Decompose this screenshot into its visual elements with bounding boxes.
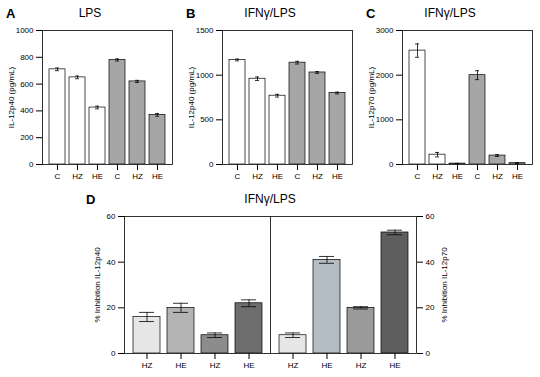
svg-text:HE: HE (175, 361, 186, 370)
svg-text:HE: HE (452, 172, 463, 181)
html-text:B: B (186, 6, 196, 21)
svg-text:60: 60 (426, 212, 435, 221)
html-text:IFNγ/LPS: IFNγ/LPS (244, 192, 296, 206)
svg-text:HZ: HZ (288, 361, 299, 370)
svg-text:C: C (415, 172, 421, 181)
svg-text:60: 60 (107, 212, 116, 221)
html-text:LPS: LPS (78, 6, 102, 20)
svg-text:IL-12p70 (pg/mL): IL-12p70 (pg/mL) (367, 66, 376, 128)
svg-text:1000: 1000 (16, 26, 34, 35)
svg-text:3000: 3000 (376, 26, 394, 35)
svg-text:HE: HE (272, 172, 283, 181)
svg-text:C: C (475, 172, 481, 181)
svg-text:HZ: HZ (210, 361, 221, 370)
html-text:D: D (86, 192, 96, 207)
html-text:IFNγ/LPS: IFNγ/LPS (244, 6, 296, 20)
svg-text:0: 0 (426, 349, 431, 358)
svg-text:C: C (115, 172, 121, 181)
svg-text:IL-12p40 (pg/mL): IL-12p40 (pg/mL) (7, 66, 16, 128)
svg-text:C: C (55, 172, 61, 181)
svg-text:HZ: HZ (252, 172, 263, 181)
svg-text:HE: HE (512, 172, 523, 181)
html-text:C: C (366, 6, 376, 21)
svg-text:20: 20 (107, 303, 116, 312)
svg-text:HZ: HZ (132, 172, 143, 181)
svg-text:800: 800 (20, 53, 34, 62)
svg-text:HZ: HZ (72, 172, 83, 181)
svg-text:40: 40 (107, 258, 116, 267)
svg-text:C: C (235, 172, 241, 181)
svg-text:0: 0 (111, 349, 116, 358)
svg-text:1500: 1500 (196, 26, 214, 35)
svg-text:HZ: HZ (492, 172, 503, 181)
svg-text:% Inhibition IL-12p40: % Inhibition IL-12p40 (93, 247, 102, 323)
svg-text:HE: HE (332, 172, 343, 181)
svg-text:HE: HE (92, 172, 103, 181)
svg-text:HZ: HZ (312, 172, 323, 181)
html-text:A: A (6, 6, 16, 21)
svg-text:1000: 1000 (376, 115, 394, 124)
svg-text:HE: HE (321, 361, 332, 370)
svg-text:HE: HE (389, 361, 400, 370)
svg-text:% Inhibition IL-12p70: % Inhibition IL-12p70 (440, 247, 449, 323)
html-text:IFNγ/LPS: IFNγ/LPS (424, 6, 476, 20)
svg-text:1000: 1000 (196, 71, 214, 80)
svg-text:600: 600 (20, 80, 34, 89)
svg-text:HE: HE (152, 172, 163, 181)
svg-text:40: 40 (426, 258, 435, 267)
svg-text:200: 200 (20, 133, 34, 142)
svg-text:HE: HE (243, 361, 254, 370)
svg-text:HZ: HZ (432, 172, 443, 181)
svg-text:2000: 2000 (376, 71, 394, 80)
svg-text:0: 0 (209, 160, 214, 169)
svg-text:HZ: HZ (142, 361, 153, 370)
svg-text:C: C (295, 172, 301, 181)
svg-text:20: 20 (426, 303, 435, 312)
svg-text:IL-12p40 (pg/mL): IL-12p40 (pg/mL) (187, 66, 196, 128)
svg-text:0: 0 (29, 160, 34, 169)
svg-text:400: 400 (20, 106, 34, 115)
svg-text:0: 0 (389, 160, 394, 169)
svg-text:500: 500 (200, 115, 214, 124)
svg-text:HZ: HZ (356, 361, 367, 370)
